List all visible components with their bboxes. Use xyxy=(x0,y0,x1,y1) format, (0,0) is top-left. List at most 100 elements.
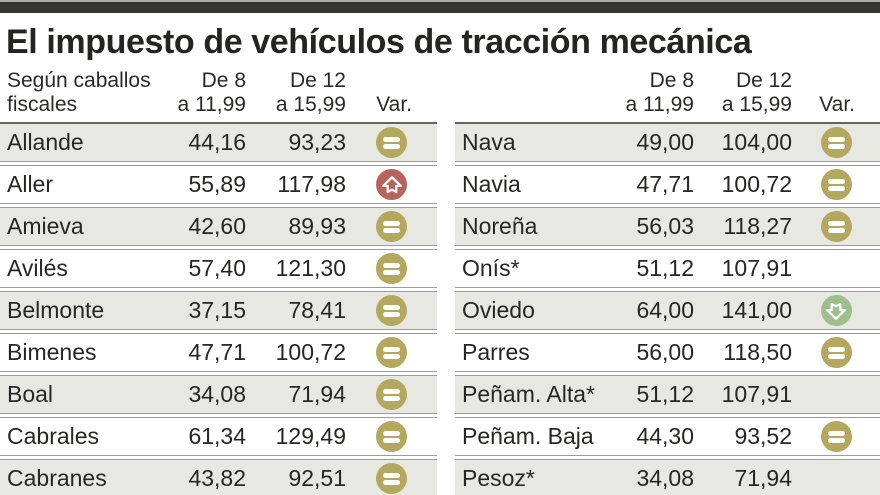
variation-cell xyxy=(792,421,880,453)
equal-bar xyxy=(827,178,845,184)
tax-value-8-12: 34,08 xyxy=(636,465,694,492)
equal-bar xyxy=(827,220,845,226)
table-row: Noreña 56,03 118,27 xyxy=(455,207,880,247)
variation-cell xyxy=(346,211,437,243)
equal-bar xyxy=(383,430,400,436)
tax-value-12-16: 92,51 xyxy=(288,465,346,492)
tax-value-12-16: 121,30 xyxy=(275,255,346,282)
tax-value-8-12: 47,71 xyxy=(636,171,694,198)
municipality-name: Belmonte xyxy=(7,297,105,324)
tax-value-12-16: 89,93 xyxy=(288,213,346,240)
row-label-header: Según caballos fiscales xyxy=(0,69,156,117)
municipality-name: Parres xyxy=(462,339,530,366)
equal-bar xyxy=(827,430,845,436)
column-header-8-12: De 8 a 11,99 xyxy=(156,69,246,117)
tax-value-12-16: 107,91 xyxy=(721,255,792,282)
tax-value-8-12: 51,12 xyxy=(636,255,694,282)
table-rows-right: Nava 49,00 104,00 Navia 47,71 100,72 Noreña 56,… xyxy=(455,122,880,495)
no-change-icon xyxy=(376,421,407,453)
column-header-line: a 11,99 xyxy=(625,92,694,116)
equal-bar xyxy=(383,395,400,401)
tax-value-8-12: 61,34 xyxy=(188,423,246,450)
equal-bar xyxy=(383,269,400,275)
no-change-icon xyxy=(376,127,407,159)
municipality-name: Cabranes xyxy=(7,465,107,492)
no-change-icon xyxy=(376,379,407,411)
equal-bar xyxy=(383,437,400,443)
tax-value-8-12: 47,71 xyxy=(188,339,246,366)
table-row: Amieva 42,60 89,93 xyxy=(0,207,437,247)
tax-value-8-12: 44,30 xyxy=(636,423,694,450)
table-row: Aller 55,89 117,98 xyxy=(0,165,437,205)
tax-value-8-12: 56,00 xyxy=(636,339,694,366)
municipality-name: Peñam. Baja xyxy=(462,423,594,450)
tax-value-12-16: 71,94 xyxy=(734,465,792,492)
municipality-name: Pesoz* xyxy=(462,465,535,492)
equal-bar xyxy=(383,479,400,485)
column-header-line: a 15,99 xyxy=(275,92,346,116)
tax-value-12-16: 93,52 xyxy=(734,423,792,450)
equal-bar xyxy=(827,136,845,142)
tax-value-8-12: 43,82 xyxy=(188,465,246,492)
column-header-8-12: De 8 a 11,99 xyxy=(602,69,694,117)
table-row: Navia 47,71 100,72 xyxy=(455,165,880,205)
top-black-bar xyxy=(0,0,880,13)
table-row: Pesoz* 34,08 71,94 xyxy=(455,459,880,495)
municipality-name: Boal xyxy=(7,381,54,408)
municipality-name: Oviedo xyxy=(462,297,535,324)
column-header-12-16: De 12 a 15,99 xyxy=(694,69,792,117)
equal-bar xyxy=(383,472,400,478)
variation-column-header: Var. xyxy=(376,93,412,117)
equal-bar xyxy=(383,143,400,149)
tax-value-12-16: 117,98 xyxy=(277,171,346,198)
variation-cell xyxy=(346,127,437,159)
variation-cell xyxy=(792,127,880,159)
tax-table-right: De 8 a 11,99 De 12 a 15,99 Var. Nava 49,0… xyxy=(455,64,880,495)
no-change-icon xyxy=(820,337,852,369)
tax-value-12-16: 141,00 xyxy=(721,297,792,324)
variation-cell xyxy=(346,379,437,411)
tax-value-12-16: 107,91 xyxy=(721,381,792,408)
equal-bar xyxy=(383,136,400,142)
tax-value-8-12: 44,16 xyxy=(188,129,246,156)
tax-tables: Según caballos fiscales De 8 a 11,99 De … xyxy=(0,64,880,495)
tax-value-12-16: 118,50 xyxy=(723,339,792,366)
tax-value-12-16: 104,00 xyxy=(721,129,792,156)
variation-cell xyxy=(346,295,437,327)
equal-bar xyxy=(383,311,400,317)
tax-value-12-16: 118,27 xyxy=(723,213,792,240)
no-change-icon xyxy=(820,169,852,201)
municipality-name: Noreña xyxy=(462,213,538,240)
table-row: Cabrales 61,34 129,49 xyxy=(0,417,437,457)
no-change-icon xyxy=(376,211,407,243)
equal-bar xyxy=(827,185,845,191)
increase-arrow-icon xyxy=(376,169,407,201)
table-row: Avilés 57,40 121,30 xyxy=(0,249,437,289)
equal-bar xyxy=(383,388,400,394)
variation-cell xyxy=(346,421,437,453)
no-change-icon xyxy=(820,127,852,159)
table-row: Parres 56,00 118,50 xyxy=(455,333,880,373)
municipality-name: Aller xyxy=(7,171,54,198)
equal-bar xyxy=(383,353,400,359)
tax-value-8-12: 55,89 xyxy=(188,171,246,198)
municipality-name: Bimenes xyxy=(7,339,97,366)
variation-cell xyxy=(346,169,437,201)
municipality-name: Peñam. Alta* xyxy=(462,381,595,408)
table-row: Nava 49,00 104,00 xyxy=(455,122,880,163)
equal-bar xyxy=(383,220,400,226)
tax-value-8-12: 51,12 xyxy=(636,381,694,408)
table-row: Belmonte 37,15 78,41 xyxy=(0,291,437,331)
municipality-name: Amieva xyxy=(7,213,84,240)
equal-bar xyxy=(827,143,845,149)
equal-bar xyxy=(383,304,400,310)
table-row: Onís* 51,12 107,91 xyxy=(455,249,880,289)
no-change-icon xyxy=(376,295,407,327)
table-row: Boal 34,08 71,94 xyxy=(0,375,437,415)
no-change-icon xyxy=(376,463,407,495)
variation-cell xyxy=(792,295,880,327)
column-header-line: De 12 xyxy=(735,68,792,92)
tax-value-8-12: 42,60 xyxy=(188,213,246,240)
variation-cell xyxy=(792,211,880,243)
table-row: Allande 44,16 93,23 xyxy=(0,122,437,163)
